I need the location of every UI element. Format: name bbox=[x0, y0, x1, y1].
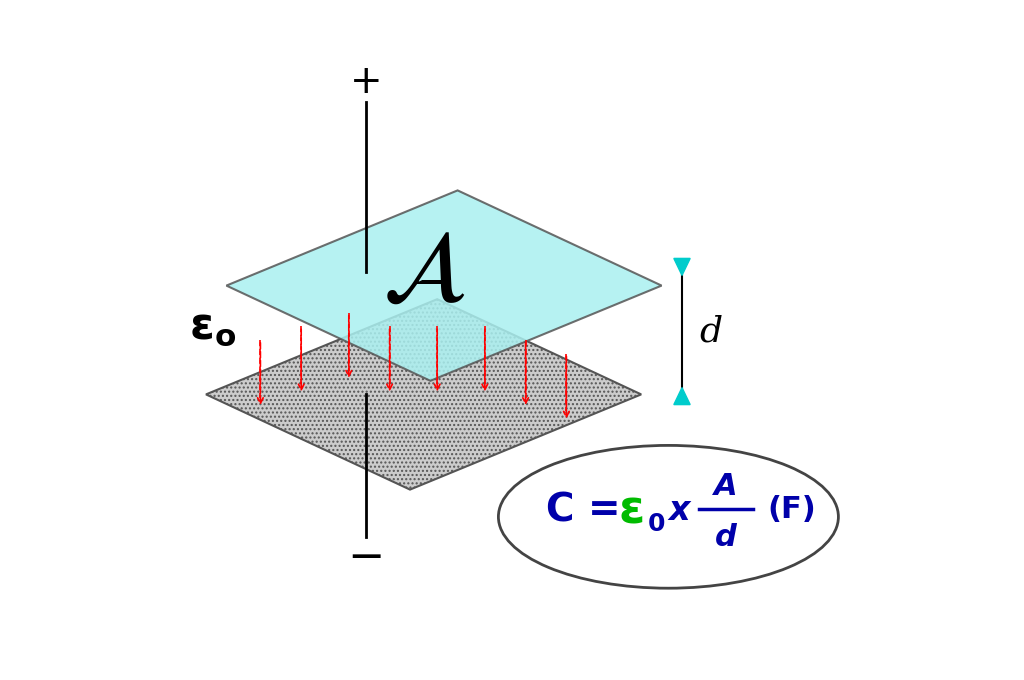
Text: (F): (F) bbox=[767, 496, 816, 524]
Polygon shape bbox=[674, 258, 690, 275]
Text: x: x bbox=[669, 494, 690, 526]
Text: +: + bbox=[349, 63, 382, 101]
Polygon shape bbox=[226, 190, 662, 381]
Text: $\mathcal{A}$: $\mathcal{A}$ bbox=[382, 224, 465, 320]
Text: C =: C = bbox=[546, 491, 634, 529]
Text: −: − bbox=[347, 536, 384, 579]
Text: 0: 0 bbox=[648, 511, 666, 536]
Polygon shape bbox=[206, 299, 641, 490]
Polygon shape bbox=[674, 388, 690, 405]
Text: d: d bbox=[699, 315, 722, 349]
Text: A: A bbox=[715, 472, 738, 500]
Text: d: d bbox=[715, 523, 737, 551]
Ellipse shape bbox=[499, 445, 839, 588]
Text: $\mathbf{\varepsilon}$: $\mathbf{\varepsilon}$ bbox=[618, 488, 644, 532]
Text: $\mathbf{\varepsilon_o}$: $\mathbf{\varepsilon_o}$ bbox=[189, 305, 237, 348]
